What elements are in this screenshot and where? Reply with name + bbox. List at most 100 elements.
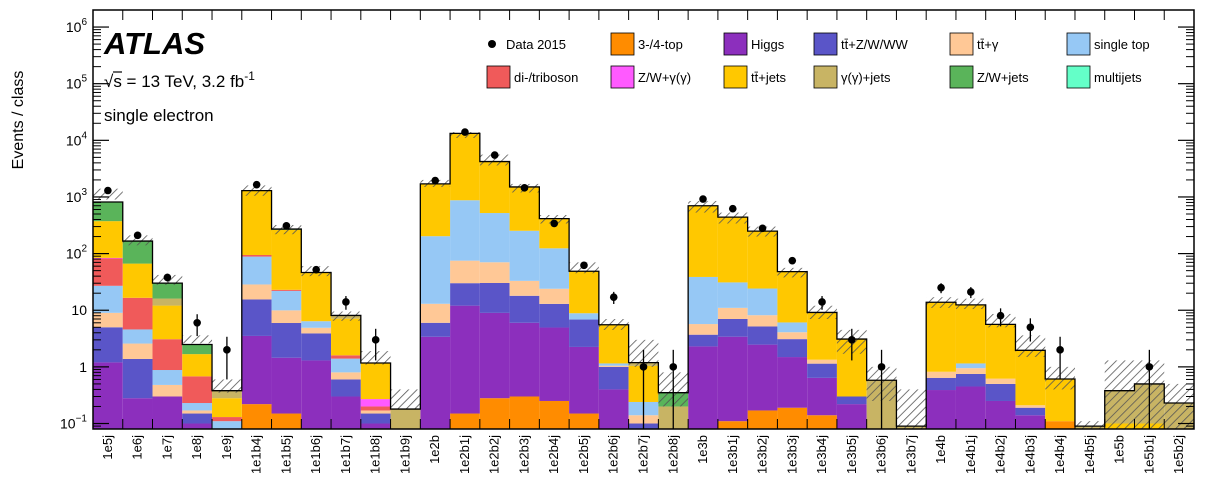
bar-segment-higgs-1e2b: [420, 336, 451, 429]
legend-label: di-/triboson: [514, 70, 578, 85]
bar-segment-four_top-1e3b3j: [777, 407, 808, 429]
bar-segment-higgs-1e1b6j: [301, 360, 332, 429]
legend-label: Data 2015: [506, 37, 566, 52]
data-point-1e1b8j: [371, 336, 380, 344]
bar-segment-ttV-1e4b: [926, 377, 956, 391]
uncertainty-band-1e3b1j: [717, 212, 748, 224]
x-tick-label: 1e2b6j: [606, 435, 621, 474]
uncertainty-band-1e8j: [182, 335, 213, 344]
bar-segment-ttV-1e1b8j: [360, 413, 391, 424]
bar-segment-diboson-1e7j: [152, 339, 183, 371]
uncertainty-band-1e4b5j: [1074, 421, 1105, 429]
channel-label: single electron: [104, 106, 214, 125]
bar-segment-tty-1e3b3j: [777, 332, 808, 340]
bar-segment-four_top-1e2b1j: [450, 413, 480, 429]
bar-segment-vjets-1e5j: [93, 202, 123, 222]
bar-segment-higgs-1e3b4j: [807, 377, 837, 416]
bar-segment-single_top-1e9j: [212, 421, 242, 429]
energy-lumi-label: √s = 13 TeV, 3.2 fb-1: [104, 69, 255, 91]
bar-segment-single_top-1e2b6j: [598, 363, 629, 366]
data-point-1e4b4j: [1056, 346, 1064, 354]
data-point-1e2b4j: [550, 219, 559, 228]
bar-segment-ttjets-1e7j: [152, 305, 183, 340]
x-tick-label: 1e4b: [933, 435, 948, 464]
x-tick-label: 1e3b2j: [755, 435, 770, 474]
bar-segment-tty-1e4b1j: [955, 368, 986, 374]
bar-segment-ttjets-1e3b4j: [807, 312, 837, 360]
bar-segment-ttjets-1e4b: [926, 302, 956, 372]
legend-swatch-higgs: [723, 32, 748, 56]
bar-segment-ttV-1e3b3j: [777, 339, 808, 358]
bar-segment-gammajets-1e1b9j: [390, 409, 421, 429]
x-tick-label: 1e1b4j: [249, 435, 264, 474]
data-point-1e3b2j: [758, 224, 767, 233]
legend-swatch-four_top: [610, 32, 635, 56]
x-tick-label: 1e4b5j: [1082, 435, 1097, 474]
x-tick-label: 1e2b7j: [636, 435, 651, 474]
legend-swatch-diboson: [486, 65, 511, 89]
bar-segment-ttjets-1e2b2j: [479, 161, 510, 214]
bar-segment-ttV-1e6j: [122, 358, 153, 399]
bar-segment-vgamma-1e5j: [93, 257, 123, 259]
x-tick-label: 1e2b: [427, 435, 442, 464]
bar-segment-single_top-1e2b4j: [539, 248, 570, 289]
bar-segment-ttV-1e4b1j: [955, 373, 986, 387]
bar-segment-diboson-1e9j: [212, 417, 242, 422]
bar-segment-ttjets-1e1b6j: [301, 272, 332, 322]
data-point-1e7j: [163, 273, 172, 282]
energy-superscript: -1: [244, 69, 255, 83]
bar-segment-tty-1e3b: [688, 324, 718, 335]
bar-segment-four_top-1e2b3j: [509, 396, 540, 429]
data-point-1e2b1j: [461, 128, 469, 136]
bar-segment-ttjets-1e1b5j: [271, 229, 302, 290]
data-point-1e3b6j: [877, 363, 886, 371]
bar-segment-single_top-1e7j: [152, 370, 183, 385]
bar-segment-diboson-1e1b7j: [331, 355, 361, 359]
bar-segment-ttV-1e4b2j: [985, 383, 1016, 401]
bar-segment-ttV-1e3b4j: [807, 363, 837, 378]
y-tick-label: 103: [66, 187, 88, 205]
bar-segment-single_top-1e3b2j: [747, 288, 778, 316]
y-tick-label: 105: [66, 74, 88, 92]
bar-segment-ttV-1e1b7j: [331, 379, 361, 397]
bar-segment-tty-1e1b8j: [360, 410, 391, 414]
bar-segment-higgs-1e1b8j: [360, 423, 391, 429]
data-point-1e1b7j: [342, 298, 350, 306]
data-point-1e3b4j: [818, 298, 826, 306]
bar-segment-tty-1e2b: [420, 303, 451, 323]
x-tick-label: 1e3b3j: [784, 435, 799, 474]
y-tick-label: 1: [79, 359, 87, 375]
bar-segment-vjets-1e7j: [152, 283, 183, 299]
bar-segment-ttjets-1e1b8j: [360, 363, 391, 400]
bar-segment-ttjets-1e3b2j: [747, 231, 778, 289]
legend-label: γ(γ)+jets: [841, 70, 891, 85]
x-tick-label: 1e7j: [159, 435, 174, 460]
legend-swatch-vjets: [949, 65, 974, 89]
bar-segment-ttjets-1e5j: [93, 221, 123, 258]
legend-swatch-vgamma: [610, 65, 635, 89]
x-tick-label: 1e1b6j: [308, 435, 323, 474]
x-tick-label: 1e3b5j: [844, 435, 859, 474]
legend-label: Higgs: [751, 37, 785, 52]
bar-segment-single_top-1e8j: [182, 403, 213, 411]
data-point-1e2b: [431, 176, 440, 185]
bar-segment-single_top-1e3b3j: [777, 322, 808, 333]
bar-segment-higgs-1e3b: [688, 346, 718, 429]
data-point-1e4b1j: [967, 288, 975, 296]
data-point-1e1b6j: [312, 265, 320, 274]
bar-segment-tty-1e5j: [93, 312, 123, 328]
bar-segment-ttjets-1e2b6j: [598, 324, 629, 364]
bar-segment-ttjets-1e3b1j: [717, 217, 748, 283]
bar-segment-tty-1e8j: [182, 410, 213, 414]
bar-segment-tty-1e3b4j: [807, 359, 837, 364]
uncertainty-band-1e4b1j: [955, 298, 986, 310]
y-tick-label: 10−1: [60, 414, 87, 432]
x-tick-label: 1e2b4j: [546, 435, 561, 474]
bar-segment-single_top-1e1b6j: [301, 321, 332, 328]
bar-segment-higgs-1e7j: [152, 396, 183, 429]
bar-segment-single_top-1e6j: [122, 329, 153, 344]
x-tick-label: 1e8j: [189, 435, 204, 460]
bar-segment-ttV-1e3b: [688, 334, 718, 347]
